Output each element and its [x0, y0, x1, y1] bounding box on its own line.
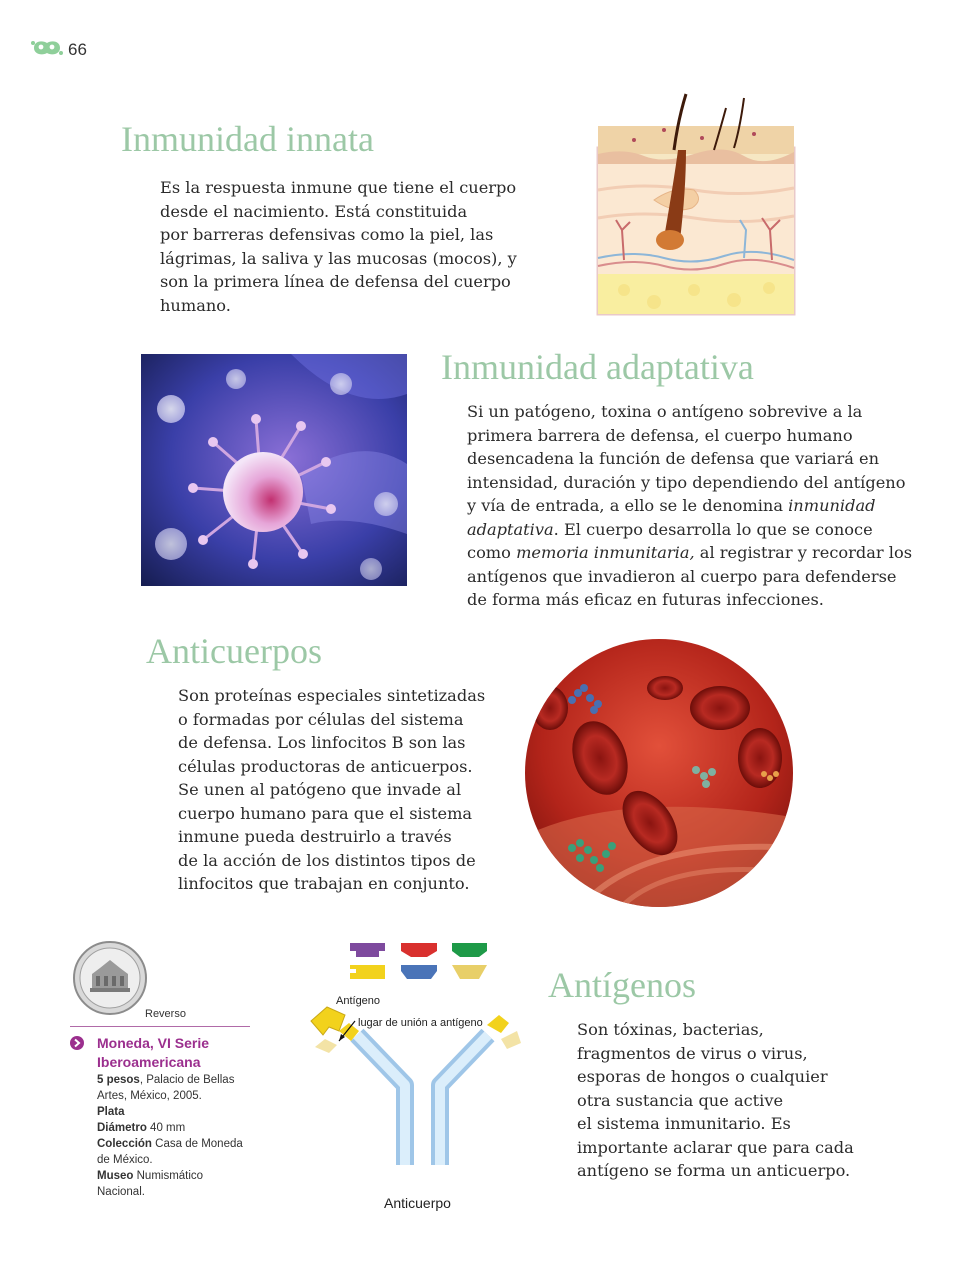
label-binding-site: lugar de unión a antígeno	[358, 1017, 483, 1029]
blood-vessel-illustration	[525, 639, 793, 907]
coin-card: Moneda, VI Serie Iberoamericana 5 pesos,…	[97, 1034, 267, 1200]
text-line: antígeno se forma un anticuerpo.	[577, 1161, 851, 1180]
coin-collection-label: Colección	[97, 1138, 152, 1150]
page-number: 66	[68, 40, 87, 59]
antibodies-text: Son proteínas especiales sintetizadas o …	[178, 684, 518, 896]
coin-collection: Colección Casa de Moneda	[97, 1136, 267, 1152]
text-line: humano.	[160, 295, 231, 315]
text-line: primera barrera de defensa, el cuerpo hu…	[467, 425, 853, 445]
text-line: como memoria inmunitaria, al registrar y…	[467, 541, 937, 565]
book-corner-icon	[31, 41, 63, 55]
text-line: desencadena la función de defensa que va…	[467, 449, 880, 468]
text-line: el sistema inmunitario. Es	[577, 1114, 791, 1133]
text-fragment: al registrar y recordar los	[694, 543, 913, 562]
coin-title-line1: Moneda, VI Serie	[97, 1035, 210, 1051]
term-inmunidad: inmunidad	[788, 496, 876, 515]
antigens-text: Son tóxinas, bacterias, fragmentos de vi…	[577, 1018, 947, 1183]
text-line: lágrimas, la saliva y las mucosas (mocos…	[160, 248, 517, 268]
text-line: de defensa. Los linfocitos B son las	[178, 733, 466, 752]
coin-value-line2: Artes, México, 2005.	[97, 1090, 202, 1102]
coin-side-label: Reverso	[145, 1008, 186, 1020]
heading-adaptive-immunity: Inmunidad adaptativa	[441, 347, 754, 387]
text-line: esporas de hongos o cualquier	[577, 1067, 828, 1086]
term-memoria-inmunitaria: memoria inmunitaria,	[516, 543, 695, 562]
coin-divider	[70, 1026, 250, 1027]
text-fragment: como	[467, 543, 517, 562]
coin-value-bold: 5 pesos	[97, 1074, 140, 1086]
chevron-right-icon	[70, 1036, 84, 1050]
text-line: de forma más eficaz en futuras infeccion…	[467, 590, 824, 609]
coin-value-rest: , Palacio de Bellas	[139, 1074, 235, 1086]
coin-collection-line2: de México.	[97, 1154, 153, 1166]
text-line: desde el nacimiento. Está constituida	[160, 201, 468, 221]
text-line: Son proteínas especiales sintetizadas	[178, 686, 486, 705]
text-line: son la primera línea de defensa del cuer…	[160, 272, 511, 291]
text-line: adaptativa. El cuerpo desarrolla lo que …	[467, 518, 937, 542]
antibody-diagram	[310, 943, 521, 1165]
coin-diameter-label: Diámetro	[97, 1122, 147, 1134]
adaptive-immunity-text: Si un patógeno, toxina o antígeno sobrev…	[467, 400, 937, 612]
coin-metal: Plata	[97, 1104, 267, 1120]
label-antigen: Antígeno	[336, 995, 381, 1007]
coin-museum-value: Numismático	[133, 1170, 204, 1182]
text-fragment: y vía de entrada, a ello se le denomina	[467, 496, 789, 515]
text-line: células productoras de anticuerpos.	[178, 756, 473, 776]
text-line: y vía de entrada, a ello se le denomina …	[467, 494, 937, 518]
text-fragment: . El cuerpo desarrolla lo que se conoce	[553, 519, 873, 539]
label-antibody: Anticuerpo	[384, 1195, 451, 1211]
coin-title-line2: Iberoamericana	[97, 1054, 201, 1070]
coin-metal-value: Plata	[97, 1106, 125, 1118]
text-line: linfocitos que trabajan en conjunto.	[178, 874, 470, 893]
coin-image	[73, 941, 147, 1015]
coin-museum-label: Museo	[97, 1170, 134, 1182]
heading-antigens: Antígenos	[548, 965, 696, 1005]
text-line: cuerpo humano para que el sistema	[178, 803, 473, 823]
coin-diameter-value: 40 mm	[146, 1122, 186, 1134]
text-line: Se unen al patógeno que invade al	[178, 780, 462, 799]
innate-immunity-text: Es la respuesta inmune que tiene el cuer…	[160, 176, 540, 317]
term-adaptativa: adaptativa	[467, 519, 554, 539]
virus-illustration	[141, 354, 407, 586]
text-line: intensidad, duración y tipo dependiendo …	[467, 472, 906, 492]
coin-value: 5 pesos, Palacio de Bellas	[97, 1072, 267, 1088]
coin-diameter: Diámetro 40 mm	[97, 1120, 267, 1136]
text-line: importante aclarar que para cada	[577, 1137, 854, 1157]
coin-museum-line2: Nacional.	[97, 1186, 145, 1198]
text-line: Son tóxinas, bacterias,	[577, 1020, 764, 1039]
coin-museum: Museo Numismático	[97, 1168, 267, 1184]
text-line: antígenos que invadieron al cuerpo para …	[467, 566, 897, 586]
text-line: otra sustancia que active	[577, 1090, 784, 1110]
text-line: de la acción de los distintos tipos de	[178, 850, 476, 870]
text-line: fragmentos de virus o virus,	[577, 1043, 808, 1063]
heading-antibodies: Anticuerpos	[146, 631, 322, 671]
antigen-shapes	[350, 943, 487, 979]
text-line: Si un patógeno, toxina o antígeno sobrev…	[467, 402, 863, 421]
text-line: inmune pueda destruirlo a través	[178, 827, 452, 846]
text-line: Es la respuesta inmune que tiene el cuer…	[160, 178, 517, 197]
skin-layers-illustration	[596, 93, 796, 316]
heading-innate-immunity: Inmunidad innata	[121, 119, 374, 159]
coin-collection-value: Casa de Moneda	[151, 1138, 243, 1150]
text-line: por barreras defensivas como la piel, la…	[160, 225, 494, 244]
text-line: o formadas por células del sistema	[178, 709, 464, 729]
